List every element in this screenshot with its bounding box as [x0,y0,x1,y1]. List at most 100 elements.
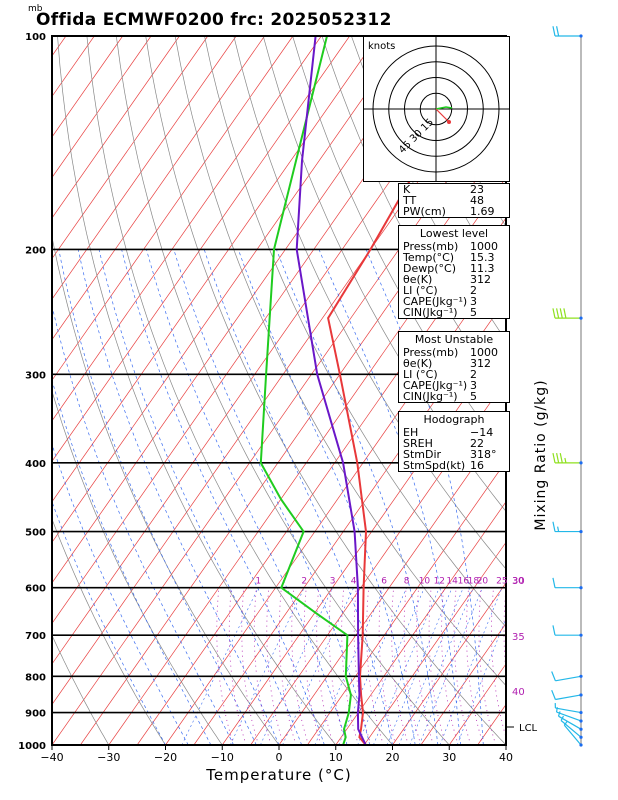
hodograph-table-title: Hodograph [423,413,485,426]
index-value: 23 [470,183,484,196]
most-unstable-row: Press(mb) 1000 [399,347,509,358]
isotherm-line [392,582,506,745]
barb-station-dot [579,693,583,697]
mixing-ratio-line [386,587,453,745]
barb-station-dot [579,586,583,590]
isotherm-line [52,36,152,179]
moist-adiabat-line [173,249,371,745]
mixing-ratio-line [181,587,259,745]
temperature-line [327,36,487,745]
isotherm-line [307,460,506,745]
lowest-level-value: 11.3 [470,262,495,275]
storm-motion-vector [435,108,449,122]
index-row: TT 48 [399,195,509,206]
wind-barb-flag [563,720,568,726]
mixing-ratio-label: 8 [404,577,410,587]
isotherm-line [136,217,506,745]
isotherm-line [52,36,209,260]
barb-station-dot [579,461,583,465]
mixing-ratio-line [314,587,385,745]
index-value: 1.69 [470,205,495,218]
moist-adiabat-line [98,249,303,745]
dry-adiabat-line [262,36,506,512]
index-value: 48 [470,194,484,207]
mixing-ratio-label: 4 [351,577,357,587]
mixing-ratio-label: 14 [446,577,458,587]
lowest-level-table: Lowest level Press(mb) 1000 Temp(°C) 15.3 De… [398,225,510,319]
pressure-label: 500 [25,528,46,539]
hodograph-value: 16 [470,459,484,472]
wind-barb-flag [552,625,556,636]
pressure-label: 300 [25,370,46,381]
moist-adiabat-line [237,249,416,745]
lowest-level-title: Lowest level [419,227,489,240]
mixing-ratio-line [357,587,425,745]
barb-station-dot [579,316,583,320]
lowest-level-key: Dewp(°C) [403,262,456,275]
isotherm-line [52,36,350,462]
dewpoint-line [259,36,352,745]
isotherm-line [108,176,506,745]
mixing-ratio-axis-label: Mixing Ratio (g/kg) [533,379,549,530]
pressure-label: 100 [25,32,46,43]
most-unstable-row: CIN(Jkg⁻¹) 5 [399,391,509,402]
isotherm-line [52,36,436,584]
isotherm-line [52,36,379,503]
dry-adiabat-line [52,634,110,745]
barb-station-dot [579,710,583,715]
most-unstable-row: LI (°C) 2 [399,369,509,380]
moist-adiabat-line [77,249,280,745]
lowest-level-value: 2 [470,284,477,297]
isotherm-line [52,36,407,543]
lowest-level-key: θe(K) [403,273,433,286]
x-tick-label: −30 [97,751,120,764]
wind-barb [555,675,582,682]
x-tick-label: −10 [211,751,234,764]
theta-e-label: 40 [512,687,525,698]
lowest-level-row: θe(K) 312 [399,274,509,285]
x-axis-label: Temperature (°C) [205,766,351,784]
most-unstable-title: Most Unstable [414,333,494,346]
dry-adiabat-line [52,389,223,745]
hodograph-value: 22 [470,437,484,450]
hodograph-ring-label: 45 [397,139,414,156]
most-unstable-value: 1000 [470,346,498,359]
x-tick-label: 30 [442,751,456,764]
wind-barb-flag [551,671,556,682]
most-unstable-row: CAPE(Jkg⁻¹) 3 [399,380,509,391]
moist-adiabat-line [203,249,393,745]
pressure-label: 400 [25,459,46,470]
mixing-ratio-line [373,587,440,745]
hodograph-row: StmSpd(kt) 16 [399,460,509,471]
pressure-label: 900 [25,709,46,720]
most-unstable-value: 3 [470,379,477,392]
dry-adiabat-line [52,235,280,745]
hodograph-table: Hodograph EH −14 SREH 22 StmDir 318° StmSpd(kt… [398,411,510,472]
wind-barb [560,720,582,738]
moist-adiabat-line [365,249,484,745]
storm-motion-point [447,120,451,124]
index-row: K 23 [399,184,509,195]
x-tick-label: −40 [40,751,63,764]
barb-station-dot [579,743,583,747]
isotherm-line [52,36,294,381]
x-tick-label: 20 [386,751,400,764]
lowest-level-row: CAPE(Jkg⁻¹) 3 [399,296,509,307]
dry-adiabat-line [233,36,506,570]
lowest-level-key: LI (°C) [403,284,438,297]
wind-barb [556,711,582,722]
mixing-ratio-label: 18 [468,577,480,587]
lowest-level-key: Press(mb) [403,240,459,253]
wind-barb-flag [556,308,560,319]
mixing-ratio-label: 30 [512,577,524,587]
x-tick-label: −20 [154,751,177,764]
hodograph-inset: knots 15 30 45 [363,36,510,182]
hodograph-row: EH −14 [399,427,509,438]
hodograph-key: StmSpd(kt) [403,459,466,472]
pressure-label: 600 [25,584,46,595]
index-row: PW(cm) 1.69 [399,206,509,217]
mixing-ratio-label: 25 [496,577,507,587]
theta-e-label: 30 [512,576,525,587]
wind-barb-flag [552,577,556,588]
